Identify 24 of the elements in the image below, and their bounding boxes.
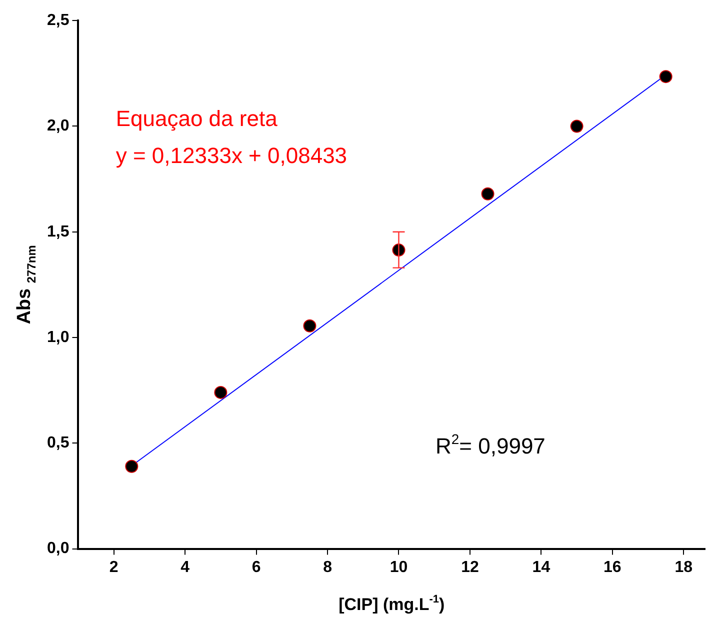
point bbox=[303, 319, 316, 332]
point bbox=[214, 386, 228, 399]
y-tick-label: 2,5 bbox=[46, 12, 70, 30]
point bbox=[481, 187, 494, 200]
annotation: Equaçao da reta bbox=[116, 106, 278, 132]
point bbox=[125, 460, 138, 473]
x-tick-label: 16 bbox=[604, 558, 622, 576]
point bbox=[659, 70, 672, 84]
y-tick-label: 2,0 bbox=[46, 118, 70, 135]
y-tick-label: 0,0 bbox=[46, 540, 70, 558]
y-tick-label: 1,5 bbox=[46, 223, 70, 240]
y-tick-label: 0,5 bbox=[46, 434, 70, 452]
x-tick-label: 14 bbox=[532, 558, 550, 576]
y-tick-label: 1,0 bbox=[46, 328, 70, 346]
annotation: y = 0,12333x + 0,08433 bbox=[116, 143, 348, 168]
point bbox=[570, 120, 584, 133]
y-axis-title: Abs 277nm bbox=[14, 245, 39, 324]
x-tick-label: 18 bbox=[674, 558, 693, 576]
x-tick-label: 2 bbox=[109, 558, 118, 576]
x-tick-label: 8 bbox=[323, 558, 332, 576]
x-tick-label: 10 bbox=[390, 558, 408, 576]
x-tick-label: 4 bbox=[180, 558, 190, 576]
x-tick-label: 12 bbox=[461, 558, 479, 576]
x-tick-label: 6 bbox=[252, 558, 261, 576]
